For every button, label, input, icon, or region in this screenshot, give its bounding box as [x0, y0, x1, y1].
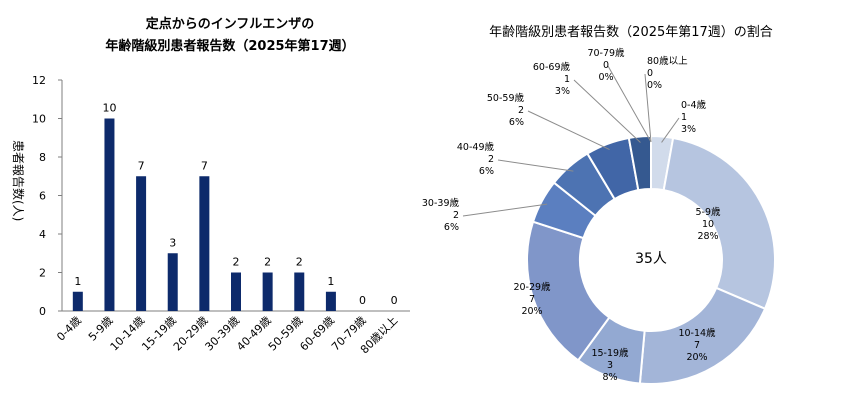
- bar-data-label: 0: [359, 294, 366, 307]
- donut-data-label: 30-39歳: [422, 197, 460, 209]
- donut-data-label: 6%: [444, 222, 459, 233]
- donut-data-label: 2: [518, 105, 524, 116]
- donut-data-label: 0-4歳: [681, 99, 707, 111]
- donut-data-label: 8%: [602, 372, 617, 383]
- bar-data-label: 2: [296, 256, 303, 269]
- bar-chart-title-line1: 定点からのインフルエンザの: [145, 16, 315, 32]
- donut-data-label: 60-69歳: [533, 61, 571, 73]
- x-tick-label: 0-4歳: [54, 314, 84, 344]
- bar-data-label: 2: [233, 256, 240, 269]
- bar-40-49歳: [262, 272, 273, 311]
- leader-line: [573, 79, 641, 143]
- leader-line: [607, 65, 652, 143]
- leader-line: [497, 159, 574, 172]
- bar-data-label: 1: [74, 275, 81, 288]
- bar-15-19歳: [167, 253, 178, 311]
- donut-data-label: 3%: [555, 86, 570, 97]
- y-tick-label: 0: [39, 305, 46, 318]
- donut-data-label: 20%: [686, 352, 707, 363]
- y-tick-label: 10: [32, 113, 46, 126]
- donut-center-label: 35人: [635, 251, 667, 267]
- donut-data-label: 6%: [479, 166, 494, 177]
- bar-5-9歳: [104, 118, 115, 311]
- bar-data-label: 3: [169, 236, 176, 249]
- bar-20-29歳: [199, 176, 210, 311]
- leader-line: [462, 203, 548, 217]
- donut-data-label: 0%: [647, 80, 662, 91]
- bar-10-14歳: [136, 176, 147, 311]
- donut-slice-5-9歳: [662, 136, 776, 311]
- bar-data-label: 2: [264, 256, 271, 269]
- donut-data-label: 50-59歳: [487, 92, 525, 104]
- donut-data-label: 3%: [681, 124, 696, 135]
- donut-data-label: 28%: [697, 231, 718, 242]
- y-tick-label: 12: [32, 74, 46, 87]
- donut-data-label: 7: [529, 294, 535, 305]
- donut-data-label: 3: [607, 360, 613, 371]
- bar-60-69歳: [325, 291, 336, 311]
- bar-data-label: 7: [201, 159, 208, 172]
- donut-data-label: 0: [603, 60, 609, 71]
- bar-data-label: 1: [327, 275, 334, 288]
- x-tick-label: 5-9歳: [86, 314, 116, 344]
- donut-data-label: 15-19歳: [591, 347, 629, 359]
- donut-chart: 年齢階級別患者報告数（2025年第17週）の割合 0-4歳13%5-9歳1028…: [422, 24, 776, 385]
- y-tick-label: 2: [39, 267, 46, 280]
- donut-data-label: 10: [702, 219, 714, 230]
- donut-slice-60-69歳: [627, 134, 652, 192]
- donut-data-label: 6%: [509, 117, 524, 128]
- bar-30-39歳: [231, 272, 241, 311]
- donut-data-label: 40-49歳: [457, 141, 495, 153]
- bar-chart-y-axis-label: 患者報告数(人): [11, 140, 26, 221]
- bar-chart: 定点からのインフルエンザの 年齢階級別患者報告数（2025年第17週） 患者報告…: [11, 16, 410, 356]
- y-tick-label: 4: [39, 228, 46, 241]
- donut-data-label: 1: [681, 112, 687, 123]
- donut-data-label: 2: [453, 210, 459, 221]
- bar-data-label: 7: [138, 159, 145, 172]
- leader-line: [644, 73, 652, 143]
- donut-data-label: 0%: [598, 72, 613, 83]
- donut-chart-title: 年齢階級別患者報告数（2025年第17週）の割合: [489, 24, 773, 40]
- bar-chart-title-line2: 年齢階級別患者報告数（2025年第17週）: [105, 38, 354, 54]
- donut-data-label: 2: [488, 154, 494, 165]
- donut-data-label: 80歳以上: [647, 55, 688, 67]
- bar-data-label: 10: [102, 102, 116, 115]
- donut-data-label: 20-29歳: [513, 281, 551, 293]
- donut-data-label: 70-79歳: [587, 47, 625, 59]
- donut-data-label: 7: [694, 340, 700, 351]
- bar-data-label: 0: [391, 294, 398, 307]
- donut-data-label: 0: [647, 68, 653, 79]
- donut-data-label: 20%: [521, 306, 542, 317]
- leader-line: [661, 117, 680, 143]
- donut-data-label: 5-9歳: [695, 206, 721, 218]
- donut-data-label: 1: [564, 74, 570, 85]
- leader-line: [527, 110, 610, 150]
- y-tick-label: 6: [39, 190, 46, 203]
- donut-data-label: 10-14歳: [678, 327, 716, 339]
- bar-0-4歳: [72, 291, 83, 311]
- y-tick-label: 8: [39, 151, 46, 164]
- bar-50-59歳: [294, 272, 305, 311]
